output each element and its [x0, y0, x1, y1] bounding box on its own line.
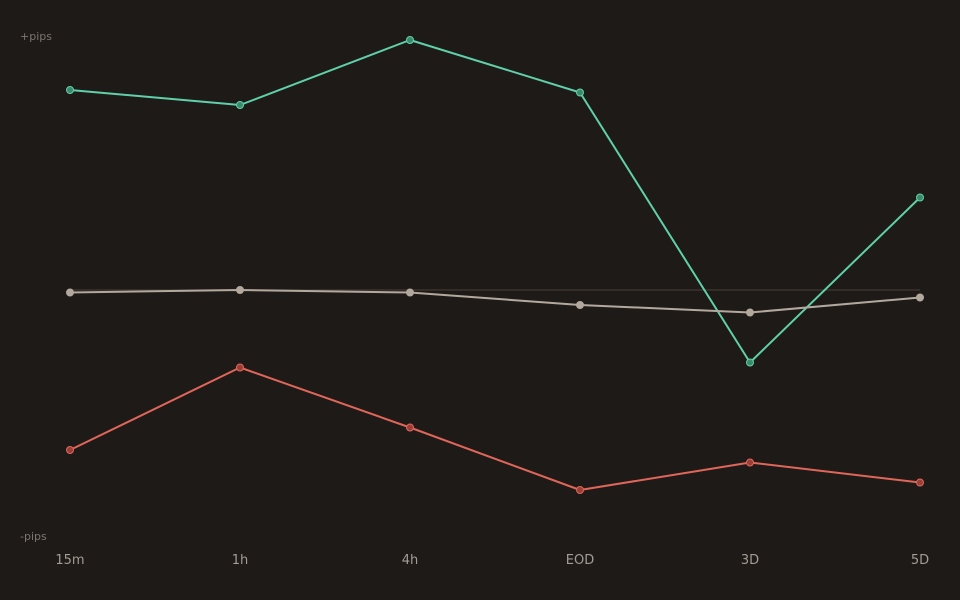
y-bottom-label: -pips: [20, 530, 47, 543]
x-tick-label: EOD: [566, 553, 594, 568]
data-point-gray-3d[interactable]: [746, 308, 754, 317]
data-point-red-15m[interactable]: [66, 446, 74, 454]
data-point-gray-4h[interactable]: [406, 288, 414, 297]
data-point-green-15m[interactable]: [66, 86, 74, 94]
data-point-gray-eod[interactable]: [576, 301, 584, 309]
data-point-red-3d[interactable]: [746, 458, 754, 467]
x-axis-ticks: 15m 1h 4h EOD 3D 5D: [55, 553, 929, 568]
series-gray: [66, 286, 924, 317]
x-tick-label: 4h: [402, 553, 419, 568]
series-line-gray: [69, 289, 921, 314]
data-point-red-eod[interactable]: [576, 486, 584, 494]
data-point-green-3d[interactable]: [746, 358, 754, 367]
data-point-green-4h[interactable]: [406, 36, 414, 44]
data-point-green-eod[interactable]: [576, 88, 584, 97]
x-tick-label: 5D: [911, 553, 929, 568]
series-line-red: [69, 366, 921, 491]
x-tick-label: 3D: [741, 553, 759, 568]
data-point-gray-1h[interactable]: [236, 286, 244, 294]
data-point-green-1h[interactable]: [236, 101, 244, 109]
series-layer: [66, 36, 924, 494]
x-tick-label: 1h: [232, 553, 249, 568]
x-tick-label: 15m: [55, 553, 84, 568]
data-point-gray-15m[interactable]: [66, 288, 74, 297]
data-point-red-1h[interactable]: [236, 363, 244, 372]
y-top-label: +pips: [20, 30, 52, 43]
data-point-red-5d[interactable]: [916, 478, 924, 487]
series-green: [66, 36, 924, 367]
data-point-red-4h[interactable]: [406, 423, 414, 432]
data-point-green-5d[interactable]: [916, 193, 924, 202]
series-red: [66, 363, 924, 494]
series-line-green: [69, 39, 921, 364]
data-point-gray-5d[interactable]: [916, 293, 924, 302]
